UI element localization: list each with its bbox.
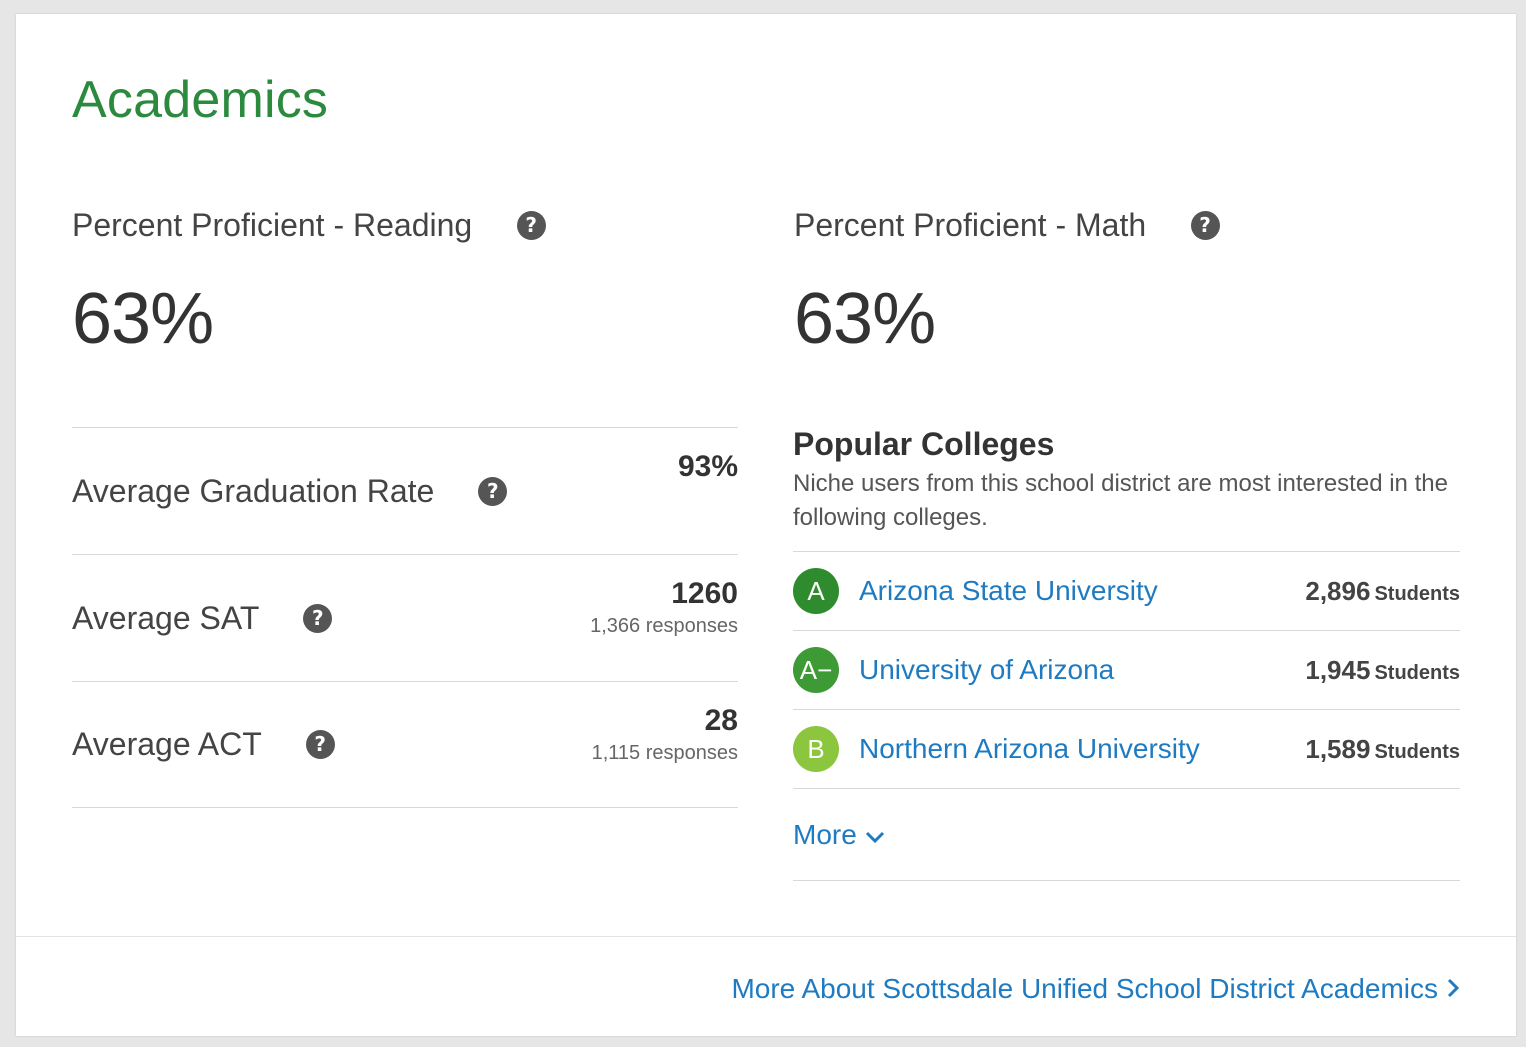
reading-value: 63% [72,279,214,359]
more-button[interactable]: More [793,789,1460,881]
college-link[interactable]: Northern Arizona University [859,733,1200,764]
count-unit: Students [1374,661,1460,684]
math-value: 63% [794,279,936,359]
stat-label: Average SAT [72,599,260,636]
stat-act: Average ACT ? 28 1,115 responses [72,681,738,808]
math-proficiency: Percent Proficient - Math ? 63% [794,207,1220,360]
reading-label: Percent Proficient - Reading [72,207,473,243]
stat-label: Average ACT [72,726,262,762]
stat-value: 93% [677,450,738,483]
college-count: 2,896 Students [1305,576,1460,607]
grade-badge: A− [793,647,839,693]
more-label: More [793,818,857,850]
college-count: 1,589 Students [1305,734,1460,765]
count-number: 1,589 [1305,733,1371,764]
stat-value: 1260 [671,577,738,610]
stat-graduation-rate: Average Graduation Rate ? 93% [72,427,738,554]
reading-proficiency: Percent Proficient - Reading ? 63% [72,207,546,360]
college-link[interactable]: Arizona State University [859,575,1158,606]
stat-responses: 1,115 responses [591,742,738,764]
colleges-title: Popular Colleges [793,426,1055,462]
popular-colleges: Popular Colleges Niche users from this s… [793,426,1460,881]
stat-value: 28 [704,704,738,737]
footer-link-label: More About Scottsdale Unified School Dis… [731,973,1438,1004]
college-item: A− University of Arizona 1,945 Students [793,631,1460,710]
count-unit: Students [1374,740,1460,763]
college-link[interactable]: University of Arizona [859,654,1115,685]
chevron-right-icon [1446,973,1460,1005]
colleges-list: A Arizona State University 2,896 Students… [793,551,1460,881]
grade-badge: A [793,568,839,614]
colleges-subtitle: Niche users from this school district ar… [793,470,1448,531]
college-count: 1,945 Students [1305,655,1460,686]
count-number: 1,945 [1305,654,1371,685]
grade-badge: B [793,726,839,772]
help-icon[interactable]: ? [478,476,508,506]
help-icon[interactable]: ? [303,603,333,633]
stat-label: Average Graduation Rate [72,472,435,509]
chevron-down-icon [865,819,885,851]
math-label: Percent Proficient - Math [794,207,1147,243]
college-item: A Arizona State University 2,896 Students [793,552,1460,631]
academics-card: Academics Percent Proficient - Reading ?… [16,14,1516,1036]
card-footer: More About Scottsdale Unified School Dis… [16,936,1516,1036]
section-title: Academics [72,71,329,129]
help-icon[interactable]: ? [1190,211,1220,240]
count-unit: Students [1374,582,1460,605]
help-icon[interactable]: ? [305,730,335,759]
stats-list: Average Graduation Rate ? 93% Average SA… [72,427,738,808]
count-number: 2,896 [1305,575,1371,606]
stat-sat: Average SAT ? 1260 1,366 responses [72,554,738,681]
more-academics-link[interactable]: More About Scottsdale Unified School Dis… [731,973,1460,1005]
college-item: B Northern Arizona University 1,589 Stude… [793,710,1460,789]
help-icon[interactable]: ? [516,211,546,240]
stat-responses: 1,366 responses [590,615,738,637]
